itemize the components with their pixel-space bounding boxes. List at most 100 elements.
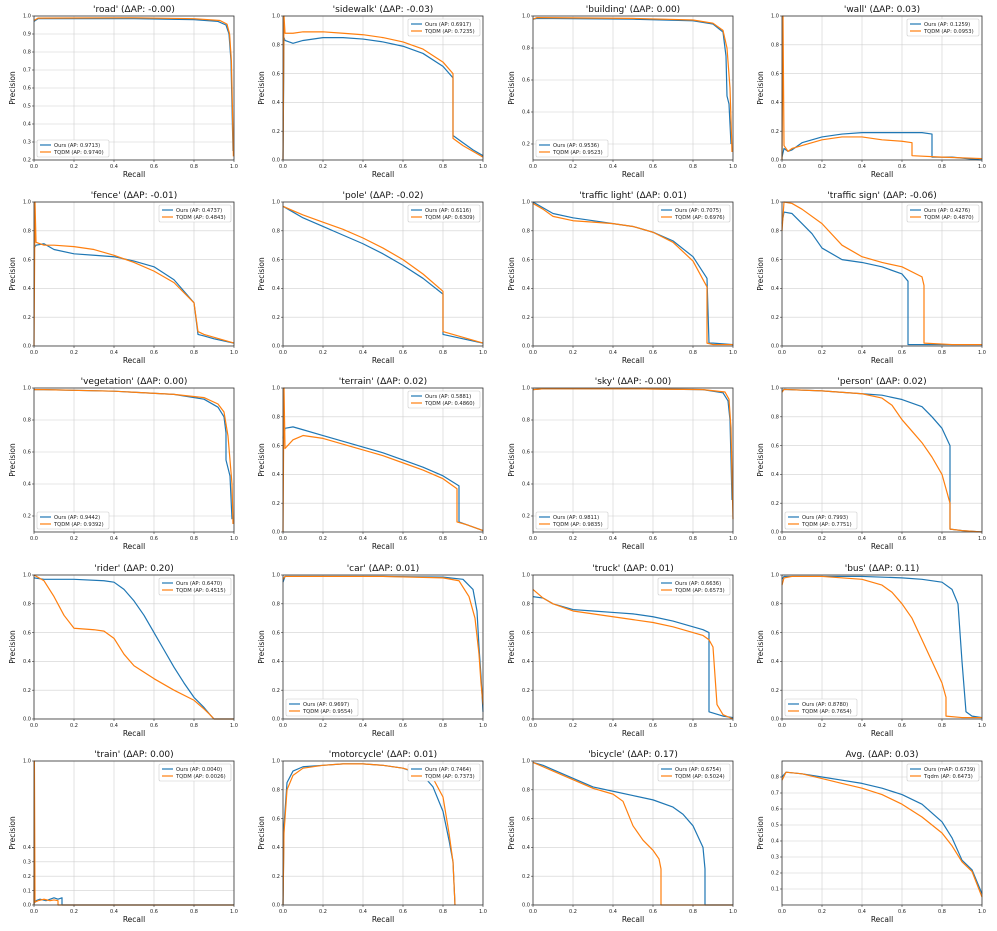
chart-title: 'terrain' (ΔAP: 0.02) [339,377,427,387]
x-tick-label: 0.8 [938,164,946,170]
x-tick-label: 0.4 [858,164,866,170]
x-tick-label: 0.8 [938,723,946,729]
y-axis-label: Precision [257,71,266,105]
x-tick-label: 0.8 [938,536,946,542]
x-tick-label: 0.2 [569,909,577,915]
pr-chart: 0.0 0.2 0.4 0.6 0.8 1.0 0.0 0.2 0.4 0.6 0.8 1.0 'wal… [756,5,986,179]
x-axis-label: Recall [372,542,394,551]
y-axis-label: Precision [507,630,516,664]
legend-label: TQDM (AP: 0.0026) [175,774,226,780]
y-tick-label: 1.0 [23,386,31,392]
x-axis-label: Recall [123,170,145,179]
y-tick-label: 0.6 [522,816,530,822]
y-tick-label: 0.0 [522,902,530,908]
chart-title: 'building' (ΔAP: 0.00) [585,5,679,15]
pr-chart-panel: 0.0 0.2 0.4 0.6 0.8 1.0 0.2 0.4 0.6 0.8 1.0 'buildi… [499,0,748,186]
legend-label: TQDM (AP: 0.4860) [424,401,475,407]
y-tick-label: 0.8 [771,601,779,607]
x-axis-label: Recall [621,356,643,365]
x-tick-label: 0.0 [279,723,287,729]
pr-chart-panel: 0.0 0.2 0.4 0.6 0.8 1.0 0.0 0.2 0.4 0.6 0.8 1.0 'ter… [249,372,498,558]
plot-frame [532,574,733,719]
x-tick-label: 0.2 [319,350,327,356]
x-tick-label: 0.6 [150,350,158,356]
y-tick-label: 0.8 [272,42,280,48]
y-tick-label: 1.0 [23,572,31,578]
x-tick-label: 0.4 [858,909,866,915]
legend-label: Ours (AP: 0.4737) [176,208,222,214]
legend-label: TQDM (AP: 0.5024) [673,774,724,780]
y-tick-label: 0.2 [522,315,530,321]
y-tick-label: 0.3 [771,854,779,860]
series-line [781,211,982,346]
x-tick-label: 0.0 [529,164,537,170]
y-tick-label: 0.2 [272,501,280,507]
x-tick-label: 1.0 [729,350,737,356]
x-tick-label: 0.4 [359,536,367,542]
y-tick-label: 1.0 [272,14,280,20]
series-line [532,16,733,153]
y-tick-label: 0.2 [272,687,280,693]
x-tick-label: 0.8 [689,164,697,170]
y-tick-label: 0.0 [23,344,31,350]
x-tick-label: 0.2 [818,723,826,729]
plot-frame [33,387,235,533]
series-line [532,203,733,346]
y-tick-label: 0.8 [522,46,530,52]
y-tick-label: 0.1 [23,888,31,894]
y-tick-label: 0.2 [272,874,280,880]
x-tick-label: 0.6 [649,536,657,542]
y-tick-label: 0.9 [23,32,31,38]
y-tick-label: 0.2 [272,129,280,135]
y-tick-label: 0.2 [771,315,779,321]
x-tick-label: 0.0 [30,164,38,170]
y-tick-label: 0.0 [23,902,31,908]
legend-label: Ours (AP: 0.6917) [425,22,471,28]
x-axis-label: Recall [372,729,394,738]
x-tick-label: 0.8 [938,909,946,915]
y-tick-label: 0.5 [23,104,31,110]
x-axis-label: Recall [372,170,394,179]
x-tick-label: 0.4 [359,350,367,356]
x-tick-label: 1.0 [729,536,737,542]
y-tick-label: 0.6 [272,444,280,450]
series-line [282,763,456,905]
y-tick-label: 0.4 [23,845,31,851]
y-axis-label: Precision [507,257,516,291]
legend-label: TQDM (AP: 0.6573) [673,587,724,593]
x-tick-label: 1.0 [479,164,487,170]
y-tick-label: 0.0 [522,716,530,722]
series-line [781,575,982,718]
x-axis-label: Recall [871,729,893,738]
y-tick-label: 0.4 [272,659,280,665]
series-line [781,771,983,894]
series-line [781,389,982,533]
series-line [283,205,484,344]
x-tick-label: 1.0 [479,536,487,542]
y-tick-label: 0.8 [23,601,31,607]
x-tick-label: 0.4 [609,723,617,729]
y-tick-label: 1.0 [522,200,530,206]
pr-chart: 0.0 0.2 0.4 0.6 0.8 1.0 0.0 0.2 0.4 0.6 0.8 1.0 'tra… [756,191,986,365]
y-tick-label: 0.2 [522,687,530,693]
y-tick-label: 0.6 [23,86,31,92]
y-tick-label: 0.0 [272,344,280,350]
legend-label: TQDM (AP: 0.6309) [424,215,475,221]
legend-label: TQDM (AP: 0.9554) [302,708,353,714]
x-tick-label: 1.0 [729,723,737,729]
x-tick-label: 0.6 [649,723,657,729]
legend-label: Ours (AP: 0.9811) [553,515,599,521]
legend-label: Tqdm (AP: 0.6473) [923,774,973,780]
y-tick-label: 0.4 [23,482,31,488]
x-tick-label: 1.0 [230,723,238,729]
x-tick-label: 1.0 [479,350,487,356]
x-tick-label: 0.8 [190,909,198,915]
legend-label: TQDM (AP: 0.7654) [801,708,852,714]
y-tick-label: 0.4 [272,100,280,106]
pr-chart-panel: 0.0 0.2 0.4 0.6 0.8 1.0 0.0 0.2 0.4 0.6 0.8 1.0 'tru… [499,559,748,745]
y-axis-label: Precision [8,443,17,477]
chart-title: 'wall' (ΔAP: 0.03) [844,5,920,15]
x-tick-label: 0.0 [778,350,786,356]
y-tick-label: 0.0 [272,902,280,908]
x-tick-label: 0.0 [279,909,287,915]
